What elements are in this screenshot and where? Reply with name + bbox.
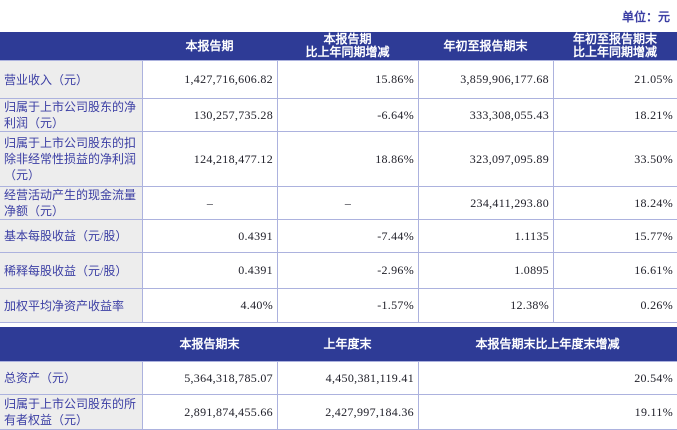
cell-yoy-value: 18.86% — [277, 131, 418, 186]
unit-row: 单位：元 — [0, 0, 677, 32]
row-label-operating-cash-flow: 经营活动产生的现金流量净额（元） — [0, 186, 142, 219]
row-label-total-assets: 总资产（元） — [0, 361, 142, 394]
header-ytd-yoy-change: 年初至报告期末 比上年同期增减 — [553, 32, 677, 60]
row-label-net-profit-excl-nonrecurring: 归属于上市公司股东的扣除非经常性损益的净利润（元） — [0, 131, 142, 186]
cell-current-value: 0.4391 — [142, 252, 277, 288]
header-ytd-label: 年初至报告期末 — [443, 38, 528, 53]
unit-label: 单位：元 — [621, 9, 670, 24]
header-ytd-yoy-line2: 比上年同期增减 — [572, 45, 657, 59]
cell-yoy-value: 15.86% — [277, 60, 418, 98]
cell-ytd-value: 1.0895 — [418, 252, 553, 288]
cell-ytd-yoy-value: 16.61% — [553, 252, 677, 288]
header-period-end-change: 本报告期末比上年度末增减 — [418, 327, 677, 361]
cell-current-value: – — [142, 186, 277, 219]
header-ytd: 年初至报告期末 — [418, 32, 553, 60]
cell-ytd-value: 323,097,095.89 — [418, 131, 553, 186]
cell-ytd-yoy-value: 18.24% — [553, 186, 677, 219]
cell-ytd-value: 234,411,293.80 — [418, 186, 553, 219]
row-label-owners-equity: 归属于上市公司股东的所有者权益（元） — [0, 394, 142, 429]
cell-ytd-yoy-value: 21.05% — [553, 60, 677, 98]
cell-current-value: 4.40% — [142, 288, 277, 322]
cell-change-value: 20.54% — [418, 361, 677, 394]
cell-period-end-value: 5,364,318,785.07 — [142, 361, 277, 394]
header-period-end: 本报告期末 — [142, 327, 277, 361]
header-current-period: 本报告期 — [142, 32, 277, 60]
cell-ytd-yoy-value: 15.77% — [553, 219, 677, 252]
cell-prev-year-end-value: 4,450,381,119.41 — [277, 361, 418, 394]
cell-yoy-value: -2.96% — [277, 252, 418, 288]
cell-current-value: 0.4391 — [142, 219, 277, 252]
cell-ytd-value: 3,859,906,177.68 — [418, 60, 553, 98]
header-blank-corner — [0, 32, 142, 60]
header-period-end-label: 本报告期末 — [179, 336, 240, 351]
row-label-weighted-avg-roe: 加权平均净资产收益率 — [0, 288, 142, 322]
row-label-net-profit: 归属于上市公司股东的净利润（元） — [0, 98, 142, 131]
row-label-basic-eps: 基本每股收益（元/股） — [0, 219, 142, 252]
header-ytd-yoy-line1: 年初至报告期末 — [572, 32, 657, 46]
cell-ytd-value: 1.1135 — [418, 219, 553, 252]
cell-current-value: 124,218,477.12 — [142, 131, 277, 186]
header-current-period-label: 本报告期 — [185, 38, 234, 53]
header-yoy-change: 本报告期 比上年同期增减 — [277, 32, 418, 60]
cell-ytd-value: 333,308,055.43 — [418, 98, 553, 131]
cell-ytd-yoy-value: 33.50% — [553, 131, 677, 186]
period-end-summary-table: 本报告期末 上年度末 本报告期末比上年度末增减 总资产（元） 5,364,318… — [0, 327, 677, 430]
cell-period-end-value: 2,891,874,455.66 — [142, 394, 277, 429]
cell-yoy-value: – — [277, 186, 418, 219]
cell-prev-year-end-value: 2,427,997,184.36 — [277, 394, 418, 429]
row-label-diluted-eps: 稀释每股收益（元/股） — [0, 252, 142, 288]
header-yoy-line2: 比上年同期增减 — [305, 45, 390, 59]
cell-yoy-value: -1.57% — [277, 288, 418, 322]
cell-ytd-yoy-value: 18.21% — [553, 98, 677, 131]
cell-yoy-value: -7.44% — [277, 219, 418, 252]
period-summary-table: 本报告期 本报告期 比上年同期增减 年初至报告期末 年初至报告期末 比上年同期增… — [0, 32, 677, 323]
header-blank-corner — [0, 327, 142, 361]
cell-current-value: 1,427,716,606.82 — [142, 60, 277, 98]
cell-ytd-yoy-value: 0.26% — [553, 288, 677, 322]
header-prev-year-end-label: 上年度末 — [323, 336, 372, 351]
cell-current-value: 130,257,735.28 — [142, 98, 277, 131]
header-prev-year-end: 上年度末 — [277, 327, 418, 361]
header-yoy-line1: 本报告期 — [323, 32, 372, 46]
header-period-end-change-label: 本报告期末比上年度末增减 — [475, 336, 620, 351]
cell-change-value: 19.11% — [418, 394, 677, 429]
cell-ytd-value: 12.38% — [418, 288, 553, 322]
cell-yoy-value: -6.64% — [277, 98, 418, 131]
row-label-operating-revenue: 营业收入（元） — [0, 60, 142, 98]
